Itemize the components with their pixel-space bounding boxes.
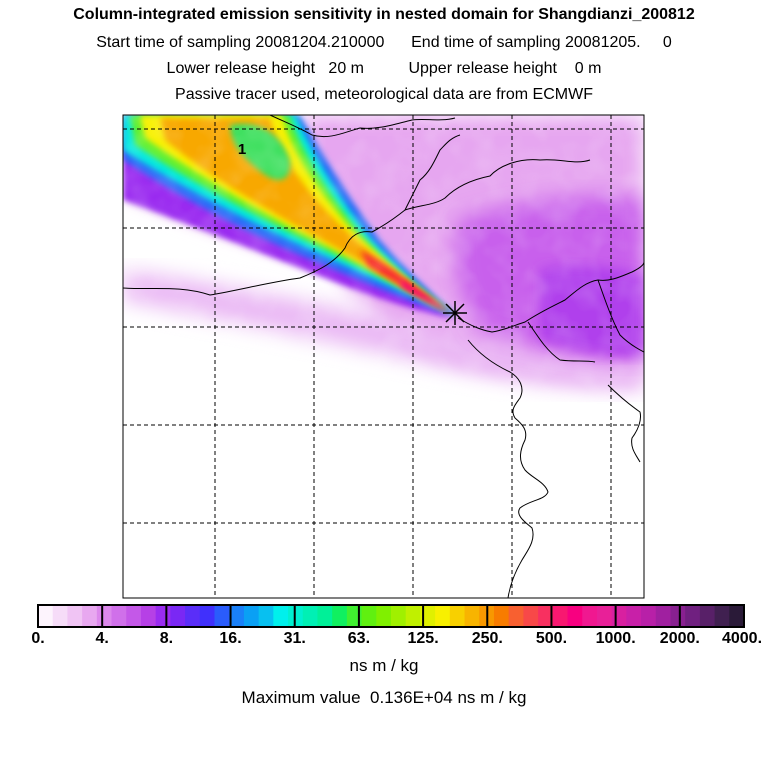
colorbar-cell (199, 605, 216, 627)
colorbar-cell (82, 605, 98, 627)
colorbar-tick-label: 8. (159, 630, 174, 647)
colorbar-cell (611, 605, 627, 627)
colorbar-cell (111, 605, 127, 627)
colorbar-tick-label: 63. (347, 630, 371, 647)
colorbar-units: ns m / kg (349, 656, 419, 675)
map-frame (122, 114, 645, 599)
colorbar-cell (317, 605, 333, 627)
colorbar-cell (626, 605, 642, 627)
sensitivity-field (123, 115, 644, 598)
colorbar-tick-label: 31. (283, 630, 306, 647)
colorbar-cell (552, 605, 569, 627)
colorbar-tick-label: 500. (535, 630, 568, 647)
tracer-info-line: Passive tracer used, meteorological data… (175, 86, 593, 103)
colorbar-cell (376, 605, 392, 627)
receptor-star-icon (443, 301, 467, 325)
colorbar-cell (523, 605, 539, 627)
colorbar-cell (538, 605, 554, 627)
colorbar-tick-label: 2000. (659, 630, 700, 647)
colorbar-tick-label: 4. (95, 630, 109, 647)
colorbar-tick-label: 0. (31, 630, 45, 647)
colorbar-cell (493, 605, 510, 627)
sampling-time-line: Start time of sampling 20081204.210000 E… (96, 34, 672, 51)
colorbar-cells (38, 605, 745, 627)
colorbar-tick-label: 4000. (721, 630, 763, 647)
colorbar-cell (302, 605, 319, 627)
contour-label: 1 (238, 141, 246, 158)
colorbar-cell (332, 605, 348, 627)
colorbar-cell (567, 605, 583, 627)
colorbar-cell (420, 605, 436, 627)
colorbar-cell (582, 605, 598, 627)
colorbar-tick-marks (101, 605, 681, 627)
colorbar-cell (258, 605, 274, 627)
plot-title: Column-integrated emission sensitivity i… (73, 6, 695, 23)
colorbar-cell (243, 605, 260, 627)
colorbar-cell (464, 605, 480, 627)
colorbar-tick-label: 125. (407, 630, 439, 647)
colorbar-cell (729, 605, 745, 627)
colorbar-cell (185, 605, 201, 627)
colorbar-cell (641, 605, 657, 627)
colorbar-cell (155, 605, 171, 627)
graticule (123, 115, 644, 598)
colorbar-cell (596, 605, 613, 627)
colorbar-cell (508, 605, 524, 627)
colorbar-cell (391, 605, 407, 627)
colorbar-cell (449, 605, 466, 627)
colorbar-cell (273, 605, 289, 627)
colorbar-tick-label: 1000. (595, 630, 636, 647)
colorbar-cell (655, 605, 672, 627)
release-height-line: Lower release height 20 m Upper release … (166, 60, 602, 77)
colorbar-cell (405, 605, 422, 627)
colorbar-cell (361, 605, 377, 627)
maximum-value-text: Maximum value 0.136E+04 ns m / kg (241, 688, 527, 707)
colorbar-frame (37, 604, 745, 628)
colorbar-tick-label: 16. (219, 630, 242, 647)
colorbar-cell (67, 605, 83, 627)
colorbar-cell (38, 605, 54, 627)
colorbar-cell (685, 605, 701, 627)
colorbar-cell (52, 605, 69, 627)
colorbar-cell (670, 605, 686, 627)
colorbar-cell (714, 605, 730, 627)
colorbar-cell (170, 605, 186, 627)
colorbar-cell (214, 605, 230, 627)
colorbar-cell (435, 605, 451, 627)
colorbar-cell (96, 605, 113, 627)
colorbar-cell (699, 605, 716, 627)
colorbar-tick-label: 250. (471, 630, 503, 647)
colorbar-cell (229, 605, 245, 627)
colorbar-cell (140, 605, 157, 627)
colorbar-cell (126, 605, 142, 627)
